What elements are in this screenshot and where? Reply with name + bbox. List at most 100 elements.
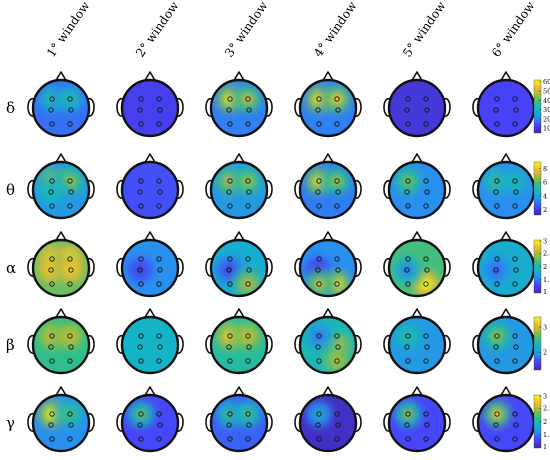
topomap-1-5: [383, 71, 451, 138]
electrode-marker: [405, 411, 411, 417]
electrode-marker: [334, 96, 340, 102]
head-outline: [209, 393, 269, 453]
electrode-marker: [49, 281, 55, 287]
colorbar-tick-label: 2: [543, 349, 547, 357]
topomap-4-1: [27, 308, 95, 375]
electrode-marker: [245, 178, 251, 184]
electrode-marker: [68, 344, 74, 350]
electrode-marker: [156, 411, 162, 417]
head-outline: [120, 393, 180, 453]
activation-hotspot: [389, 248, 429, 292]
activation-hotspot: [122, 248, 162, 292]
head-outline: [31, 238, 91, 298]
colorbar-tick-label: 10: [543, 125, 550, 133]
electrode-marker: [137, 422, 143, 428]
electrode-marker: [335, 267, 341, 273]
electrode-marker: [512, 333, 518, 339]
electrode-marker: [513, 107, 519, 113]
head-outline: [298, 160, 358, 220]
scalp-field: [478, 80, 534, 136]
colorbar-5: 3 2.5 2 1.5 1: [533, 392, 550, 451]
topomap-1-3: [205, 71, 273, 138]
electrode-marker: [316, 203, 322, 209]
electrode-marker: [512, 256, 518, 262]
electrode-marker: [424, 422, 430, 428]
electrode-marker: [405, 281, 411, 287]
electrode-marker: [67, 358, 73, 364]
electrode-marker: [67, 281, 73, 287]
electrode-marker: [156, 96, 162, 102]
electrode-marker: [227, 436, 233, 442]
electrode-marker: [494, 358, 500, 364]
topomap-3-4: [294, 231, 362, 298]
topomap-5-6: [472, 386, 540, 453]
electrode-marker: [245, 411, 251, 417]
electrode-marker: [404, 107, 410, 113]
electrode-marker: [156, 333, 162, 339]
colorbar-tick-label: 3: [543, 392, 547, 400]
head-outline: [209, 78, 269, 138]
colorbar-tick-label: 4: [543, 192, 547, 200]
electrode-marker: [226, 344, 232, 350]
electrode-marker: [137, 189, 143, 195]
electrode-marker: [226, 422, 232, 428]
electrode-marker: [227, 121, 233, 127]
electrode-marker: [67, 96, 73, 102]
scalp-field: [389, 80, 445, 136]
column-label-4: 4° window: [311, 0, 360, 60]
electrode-marker: [67, 436, 73, 442]
band-label-1: δ: [6, 99, 15, 117]
electrode-marker: [138, 436, 144, 442]
electrode-marker: [316, 281, 322, 287]
electrode-marker: [423, 333, 429, 339]
electrode-marker: [49, 358, 55, 364]
electrode-marker: [48, 267, 54, 273]
electrode-marker: [512, 178, 518, 184]
column-label-2: 2° window: [133, 0, 182, 60]
electrode-marker: [156, 358, 162, 364]
topomap-1-1: [27, 71, 95, 138]
colorbar-2: 8 6 4 2: [533, 161, 547, 216]
electrode-marker: [315, 344, 321, 350]
electrode-marker: [494, 178, 500, 184]
electrode-marker: [49, 203, 55, 209]
electrode-marker: [405, 333, 411, 339]
electrode-marker: [493, 189, 499, 195]
electrode-marker: [157, 344, 163, 350]
electrode-marker: [512, 411, 518, 417]
electrode-marker: [334, 436, 340, 442]
topomap-3-3: [205, 231, 273, 298]
colorbar-tick-label: 6: [543, 179, 547, 187]
colorbar-tick-label: 2.5: [543, 405, 550, 413]
electrode-marker: [226, 267, 232, 273]
colorbar-tick-label: 40: [543, 97, 550, 105]
electrode-marker: [334, 333, 340, 339]
head-outline: [31, 315, 91, 375]
electrode-marker: [245, 281, 251, 287]
electrode-marker: [424, 267, 430, 273]
topomap-5-4: [294, 386, 362, 453]
electrode-marker: [404, 344, 410, 350]
colorbar-tick-label: 30: [543, 106, 550, 114]
colorbar-tick-label: 2: [543, 263, 547, 271]
electrode-marker: [157, 422, 163, 428]
electrode-marker: [156, 121, 162, 127]
electrode-marker: [423, 256, 429, 262]
electrode-marker: [316, 436, 322, 442]
column-label-5: 5° window: [400, 0, 449, 60]
electrode-marker: [156, 436, 162, 442]
electrode-marker: [334, 411, 340, 417]
electrode-marker: [137, 344, 143, 350]
electrode-marker: [138, 411, 144, 417]
electrode-marker: [138, 203, 144, 209]
electrode-marker: [512, 203, 518, 209]
topomap-5-1: [27, 386, 95, 453]
electrode-marker: [404, 189, 410, 195]
electrode-marker: [423, 121, 429, 127]
electrode-marker: [316, 178, 322, 184]
head-outline: [387, 78, 447, 138]
band-label-2: θ: [6, 181, 15, 199]
head-outline: [209, 238, 269, 298]
electrode-marker: [49, 411, 55, 417]
